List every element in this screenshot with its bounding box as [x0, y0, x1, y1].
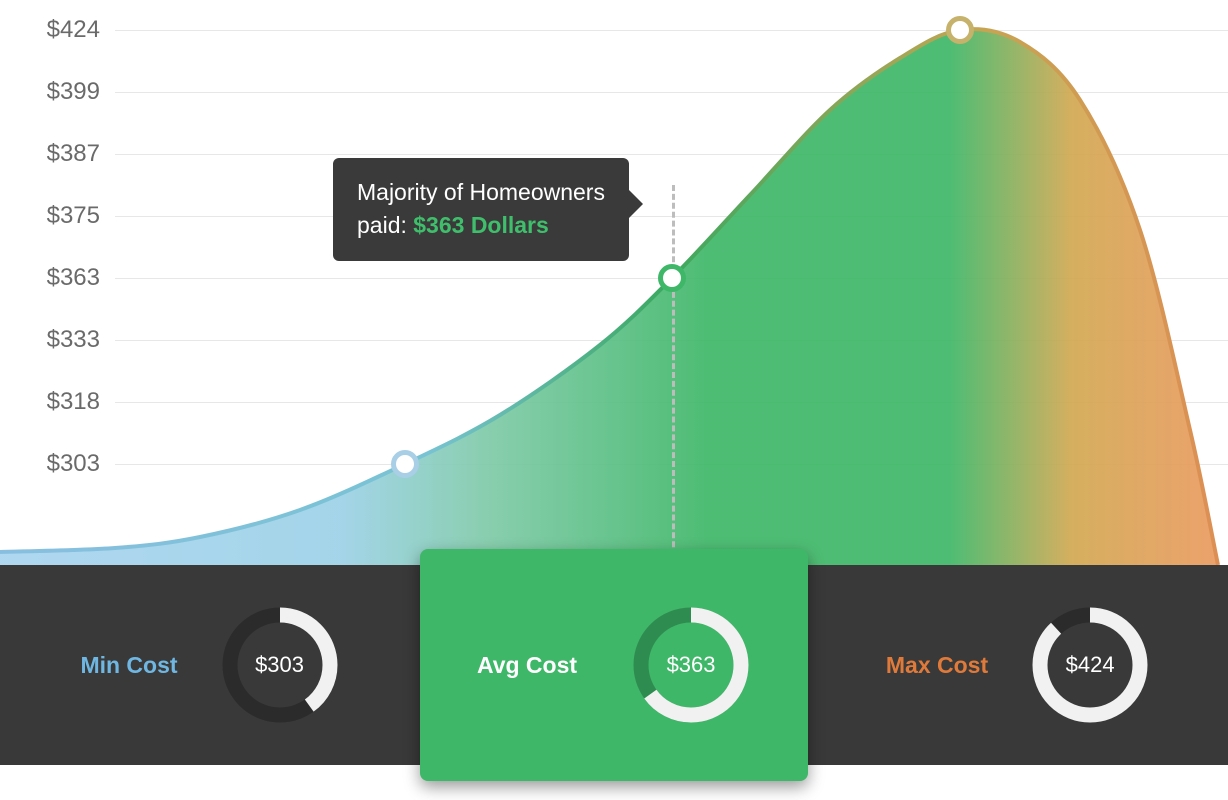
avg-cost-label: Avg Cost — [477, 652, 577, 679]
avg-marker — [658, 264, 686, 292]
avg-guideline — [672, 185, 675, 565]
cost-curve-chart: $424$399$387$375$363$333$318$303 Majorit… — [0, 0, 1228, 565]
min-cost-label: Min Cost — [80, 652, 177, 679]
tooltip-arrow-icon — [629, 190, 643, 218]
min-cost-donut: $303 — [220, 605, 340, 725]
avg-cost-donut: $363 — [631, 605, 751, 725]
tooltip-line1: Majority of Homeowners — [357, 179, 605, 205]
max-cost-label: Max Cost — [886, 652, 988, 679]
max-cost-donut: $424 — [1030, 605, 1150, 725]
max-marker — [946, 16, 974, 44]
tooltip-amount: $363 Dollars — [413, 212, 549, 238]
avg-cost-value: $363 — [667, 652, 716, 678]
min-marker — [391, 450, 419, 478]
max-cost-value: $424 — [1066, 652, 1115, 678]
area-curve — [0, 0, 1228, 565]
min-cost-value: $303 — [255, 652, 304, 678]
max-cost-panel: Max Cost $424 — [808, 565, 1228, 765]
avg-tooltip: Majority of Homeowners paid: $363 Dollar… — [333, 158, 629, 261]
tooltip-line2-prefix: paid: — [357, 212, 413, 238]
avg-cost-panel: Avg Cost $363 — [420, 549, 808, 781]
min-cost-panel: Min Cost $303 — [0, 565, 420, 765]
